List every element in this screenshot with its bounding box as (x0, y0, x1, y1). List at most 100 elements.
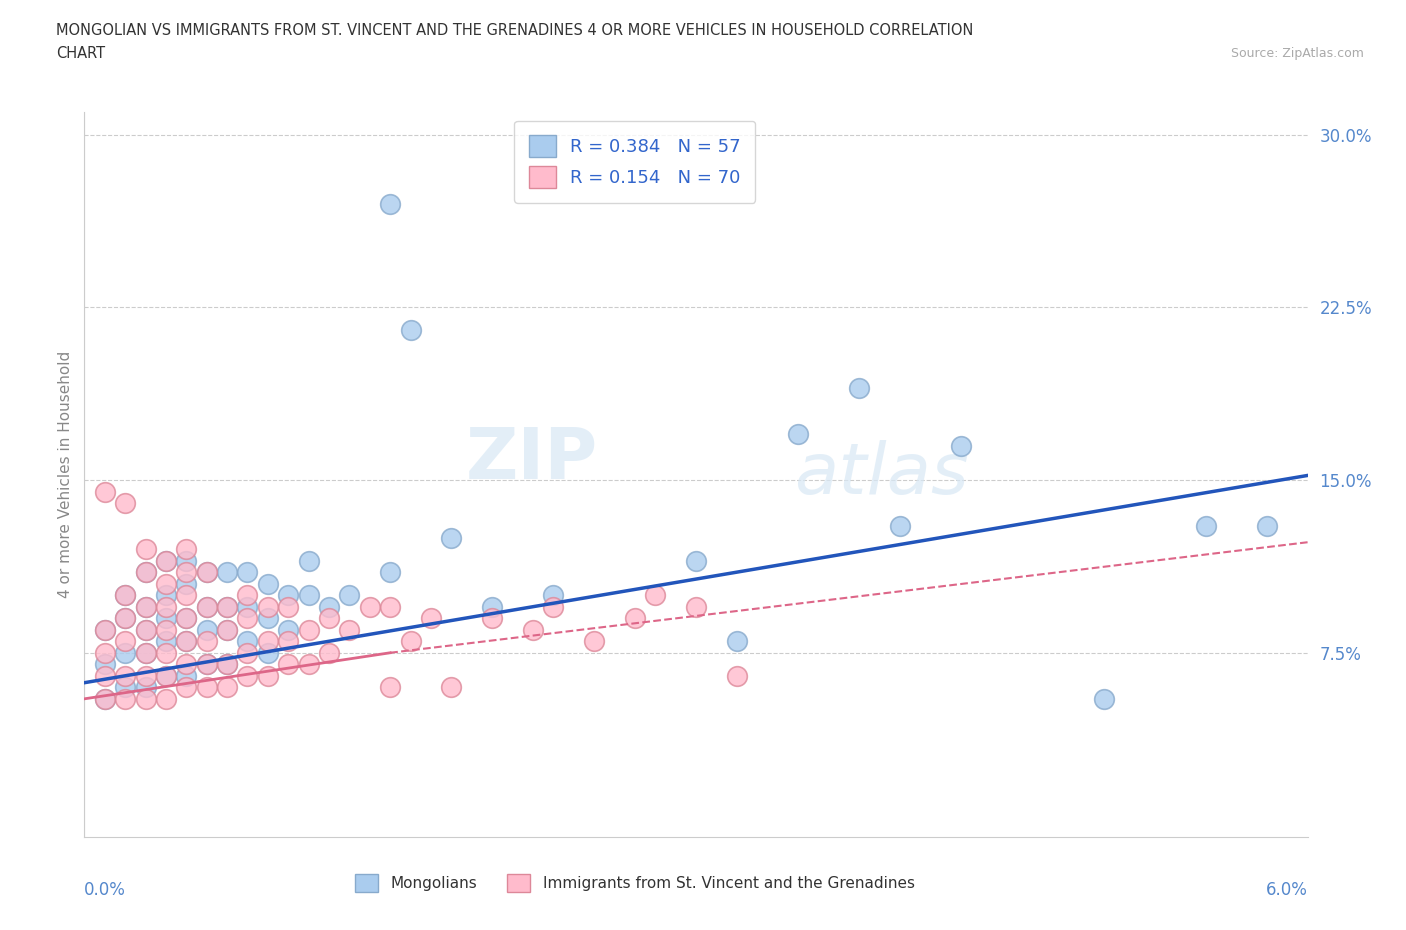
Point (155, 669, 177, 684)
Point (195, 680, 218, 695)
Point (174, 565, 197, 579)
Point (114, 634, 136, 649)
Point (440, 530, 463, 545)
Point (114, 588, 136, 603)
Point (155, 588, 177, 603)
Point (339, 588, 361, 603)
Point (217, 657, 239, 671)
Point (318, 599, 340, 614)
Point (257, 634, 280, 649)
Point (135, 645, 157, 660)
Point (195, 657, 218, 671)
Point (174, 669, 197, 684)
Point (543, 588, 565, 603)
Text: CHART: CHART (56, 46, 105, 61)
Point (155, 622, 177, 637)
Point (257, 599, 280, 614)
Point (174, 634, 197, 649)
Point (380, 565, 402, 579)
Point (889, 519, 911, 534)
Point (298, 657, 321, 671)
Point (135, 645, 157, 660)
Point (155, 599, 177, 614)
Point (725, 634, 748, 649)
Point (257, 577, 280, 591)
Text: 0.0%: 0.0% (84, 881, 127, 898)
Point (135, 622, 157, 637)
Point (114, 611, 136, 626)
Point (155, 669, 177, 684)
Point (114, 588, 136, 603)
Point (217, 657, 239, 671)
Point (481, 611, 503, 626)
Point (257, 645, 280, 660)
Point (236, 669, 259, 684)
Point (93, 645, 115, 660)
Point (217, 599, 239, 614)
Point (481, 599, 503, 614)
Point (93, 691, 115, 706)
Point (217, 622, 239, 637)
Point (135, 669, 157, 684)
Point (195, 565, 218, 579)
Point (93, 669, 115, 684)
Point (685, 599, 707, 614)
Point (236, 599, 259, 614)
Text: 6.0%: 6.0% (1265, 881, 1308, 898)
Point (236, 565, 259, 579)
Point (155, 553, 177, 568)
Point (155, 645, 177, 660)
Point (277, 634, 299, 649)
Point (257, 669, 280, 684)
Point (420, 611, 443, 626)
Point (359, 599, 381, 614)
Point (114, 645, 136, 660)
Point (135, 691, 157, 706)
Point (195, 622, 218, 637)
Point (174, 611, 197, 626)
Point (399, 323, 422, 338)
Point (174, 553, 197, 568)
Point (725, 669, 748, 684)
Point (93, 691, 115, 706)
Point (236, 645, 259, 660)
Point (380, 680, 402, 695)
Point (195, 634, 218, 649)
Point (380, 599, 402, 614)
Point (155, 691, 177, 706)
Point (624, 611, 647, 626)
Text: Source: ZipAtlas.com: Source: ZipAtlas.com (1230, 46, 1364, 60)
Point (318, 645, 340, 660)
Point (1256, 519, 1278, 534)
Point (257, 611, 280, 626)
Y-axis label: 4 or more Vehicles in Household: 4 or more Vehicles in Household (58, 351, 73, 598)
Point (236, 611, 259, 626)
Point (155, 611, 177, 626)
Point (787, 427, 810, 442)
Point (298, 622, 321, 637)
Point (277, 599, 299, 614)
Point (135, 622, 157, 637)
Legend: Mongolians, Immigrants from St. Vincent and the Grenadines: Mongolians, Immigrants from St. Vincent … (349, 868, 921, 898)
Point (236, 634, 259, 649)
Text: ZIP: ZIP (465, 425, 598, 494)
Point (217, 622, 239, 637)
Point (277, 588, 299, 603)
Point (135, 565, 157, 579)
Point (174, 588, 197, 603)
Point (135, 599, 157, 614)
Point (155, 634, 177, 649)
Point (135, 565, 157, 579)
Point (217, 599, 239, 614)
Point (174, 657, 197, 671)
Point (93, 657, 115, 671)
Point (114, 669, 136, 684)
Point (1092, 691, 1115, 706)
Point (174, 541, 197, 556)
Point (155, 553, 177, 568)
Point (298, 553, 321, 568)
Point (174, 577, 197, 591)
Point (380, 196, 402, 211)
Point (135, 680, 157, 695)
Point (93, 485, 115, 499)
